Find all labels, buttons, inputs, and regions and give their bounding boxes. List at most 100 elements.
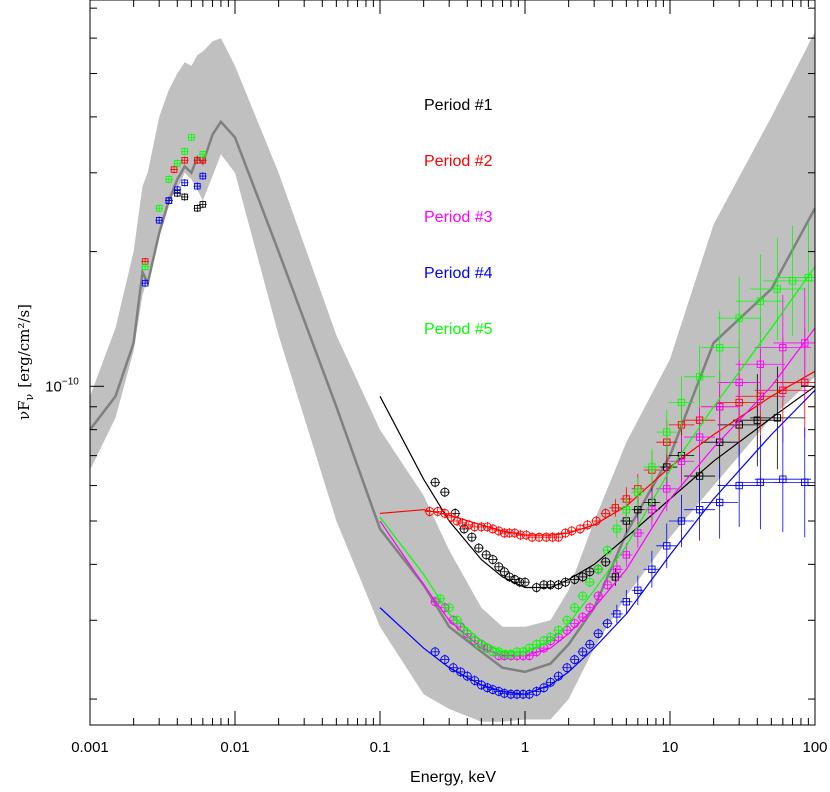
x-tick-label: 1 bbox=[521, 739, 529, 756]
data-point-period-5 bbox=[610, 519, 623, 539]
data-point-period-3 bbox=[620, 543, 633, 567]
data-point-period-5 bbox=[562, 615, 573, 626]
data-point-period-2 bbox=[487, 523, 498, 534]
data-point-period-4 bbox=[593, 628, 604, 639]
legend-entry-period-1: Period #1 bbox=[424, 97, 493, 114]
data-point-period-5 bbox=[466, 632, 477, 643]
data-point-period-4 bbox=[482, 682, 493, 693]
data-point-period-5 bbox=[545, 632, 556, 643]
data-point-period-1 bbox=[569, 574, 580, 585]
plot-frame bbox=[89, 0, 816, 726]
optical-point-period-4 bbox=[199, 172, 207, 180]
data-point-period-3 bbox=[610, 560, 623, 579]
data-point-period-4 bbox=[569, 654, 580, 665]
model-line-period-4 bbox=[379, 389, 815, 695]
x-tick-label: 0.01 bbox=[220, 739, 249, 756]
data-point-period-1 bbox=[504, 571, 515, 582]
data-point-period-5 bbox=[701, 311, 739, 384]
data-point-period-5 bbox=[531, 639, 542, 650]
data-point-period-4 bbox=[562, 662, 573, 673]
data-point-period-5 bbox=[435, 593, 446, 604]
data-point-period-5 bbox=[776, 222, 815, 333]
optical-point-period-5 bbox=[141, 262, 149, 271]
data-point-period-3 bbox=[430, 596, 441, 607]
legend-entry-period-5: Period #5 bbox=[424, 321, 493, 338]
data-point-period-2 bbox=[600, 508, 611, 519]
optical-point-period-4 bbox=[193, 182, 202, 191]
x-axis-title: Energy, keV bbox=[410, 769, 496, 786]
data-point-period-3 bbox=[643, 491, 661, 529]
data-point-period-5 bbox=[717, 276, 761, 360]
data-point-period-1 bbox=[600, 556, 611, 567]
optical-point-period-4 bbox=[141, 279, 149, 287]
data-point-period-5 bbox=[505, 649, 516, 660]
y-axis-ticks: 10−10 bbox=[45, 7, 815, 700]
data-point-period-2 bbox=[452, 515, 463, 526]
data-point-period-1 bbox=[750, 366, 805, 470]
series-layer bbox=[141, 133, 815, 700]
data-point-period-5 bbox=[631, 477, 644, 507]
model-line-period-1 bbox=[379, 385, 815, 589]
data-point-period-5 bbox=[518, 646, 529, 657]
series-5 bbox=[141, 133, 815, 660]
optical-point-period-2 bbox=[180, 156, 189, 165]
data-point-period-2 bbox=[560, 528, 571, 539]
data-point-period-4 bbox=[610, 604, 623, 624]
data-point-period-1 bbox=[466, 532, 477, 543]
data-point-period-4 bbox=[631, 575, 644, 606]
data-point-period-2 bbox=[553, 532, 564, 543]
model-line-period-5 bbox=[379, 266, 815, 653]
optical-point-period-5 bbox=[165, 175, 173, 184]
uncertainty-band bbox=[90, 31, 815, 722]
data-point-period-3 bbox=[684, 406, 716, 469]
data-point-period-4 bbox=[684, 478, 716, 541]
data-point-period-2 bbox=[463, 519, 474, 530]
x-tick-label: 100 bbox=[802, 739, 827, 756]
data-point-period-4 bbox=[602, 618, 613, 629]
data-point-period-5 bbox=[577, 590, 588, 601]
optical-point-period-5 bbox=[187, 133, 196, 142]
data-point-period-4 bbox=[455, 666, 466, 677]
data-point-period-5 bbox=[750, 237, 805, 341]
data-point-period-5 bbox=[481, 643, 492, 654]
data-point-period-5 bbox=[762, 225, 815, 336]
data-point-period-1 bbox=[493, 561, 504, 572]
data-point-period-3 bbox=[577, 612, 588, 623]
data-point-period-1 bbox=[560, 577, 571, 588]
data-point-period-5 bbox=[668, 376, 695, 429]
data-point-period-2 bbox=[457, 517, 468, 528]
data-point-period-4 bbox=[656, 523, 678, 569]
data-point-period-1 bbox=[481, 549, 492, 560]
data-point-period-5 bbox=[602, 545, 613, 556]
data-point-period-5 bbox=[553, 625, 564, 636]
optical-point-period-5 bbox=[199, 150, 207, 159]
data-point-period-3 bbox=[773, 287, 815, 398]
data-point-period-4 bbox=[531, 686, 542, 697]
data-point-period-4 bbox=[448, 662, 459, 673]
data-point-period-5 bbox=[444, 602, 455, 613]
data-point-period-4 bbox=[493, 686, 504, 697]
data-point-period-5 bbox=[459, 625, 470, 636]
data-point-period-1 bbox=[520, 577, 530, 588]
data-point-period-5 bbox=[656, 409, 678, 455]
data-point-period-2 bbox=[482, 521, 493, 532]
legend-entry-period-3: Period #3 bbox=[424, 209, 493, 226]
data-point-period-2 bbox=[566, 525, 577, 536]
plot-area bbox=[90, 31, 815, 722]
data-point-period-4 bbox=[545, 677, 556, 688]
data-point-period-1 bbox=[439, 487, 450, 498]
data-point-period-2 bbox=[521, 530, 532, 541]
data-point-period-5 bbox=[593, 564, 604, 575]
optical-point-period-4 bbox=[180, 178, 189, 187]
data-point-period-5 bbox=[584, 577, 595, 588]
data-point-period-3 bbox=[593, 590, 604, 601]
optical-point-period-1 bbox=[193, 204, 202, 213]
data-point-period-4 bbox=[499, 688, 510, 699]
legend-entry-period-2: Period #2 bbox=[424, 153, 493, 170]
optical-point-period-5 bbox=[180, 147, 189, 156]
data-point-period-1 bbox=[430, 477, 441, 488]
data-point-period-4 bbox=[701, 466, 739, 539]
data-point-period-3 bbox=[668, 435, 695, 488]
data-point-period-5 bbox=[524, 643, 535, 654]
data-point-period-2 bbox=[609, 498, 622, 517]
